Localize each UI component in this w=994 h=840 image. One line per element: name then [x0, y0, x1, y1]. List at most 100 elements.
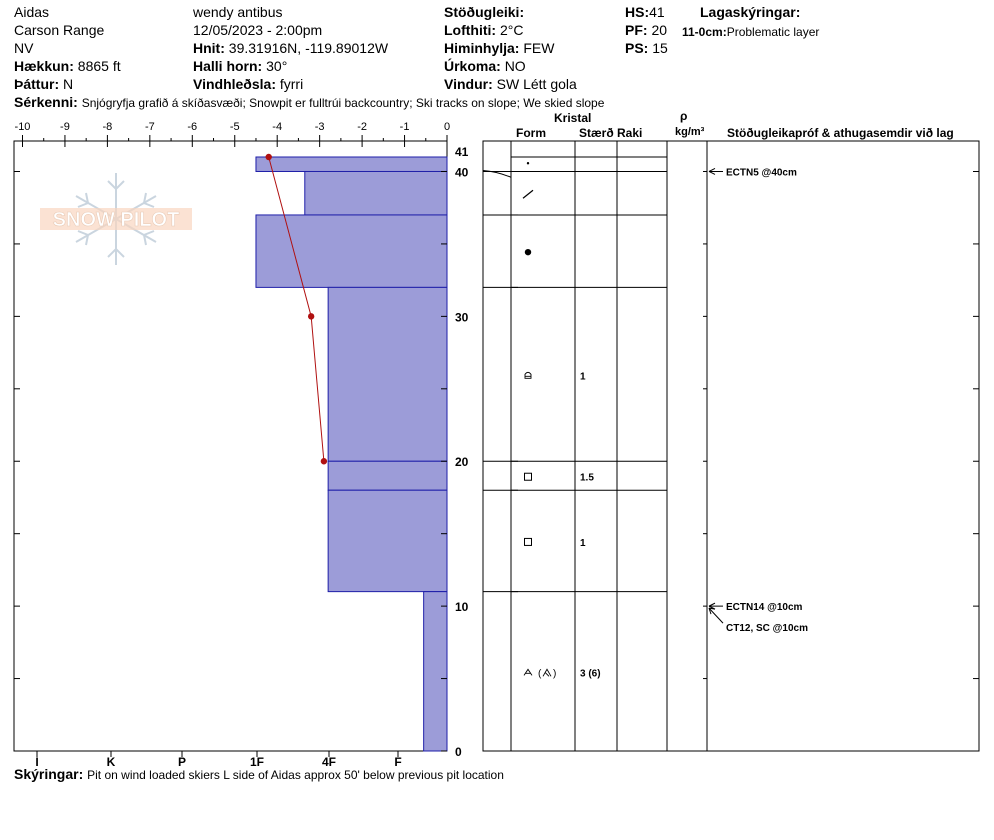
hardness-tick-label: F	[394, 755, 401, 769]
hardness-tick-label: 4F	[322, 755, 336, 769]
ps-row: PS: 15	[625, 40, 668, 56]
coords-row: Hnit: 39.31916N, -119.89012W	[193, 40, 388, 56]
height-tick-label: 41	[455, 145, 469, 159]
stability-row: Stöðugleiki:	[444, 4, 524, 20]
height-tick-label: 40	[455, 165, 469, 179]
snowpilot-logo: SNOW PILOT	[40, 173, 192, 265]
layer-notes-title: Lagaskýringar:	[700, 4, 801, 20]
profile-plot: -10 -9 -8 -7 -6 -5 -4 -3 -2 -1 0I K P 1F 4F F0102030404…	[13, 121, 469, 769]
stability-test-label: ECTN14 @10cm	[726, 602, 803, 613]
aspect-label: Þáttur:	[14, 76, 60, 92]
table-frame	[482, 140, 980, 752]
elevation-label: Hækkun:	[14, 58, 74, 74]
precip-row: Úrkoma: NO	[444, 58, 526, 74]
depth-hoar-icon	[523, 668, 533, 676]
hardness-tick-label: 1F	[250, 755, 264, 769]
temp-tick-label: -6	[187, 121, 197, 133]
paren-close-icon: )	[553, 668, 556, 679]
temperature-point	[307, 313, 315, 320]
ps-label: PS:	[625, 40, 649, 56]
test-arrow-head	[708, 168, 716, 175]
height-tick-label: 10	[455, 600, 469, 614]
hs-label: HS:	[625, 4, 650, 20]
crystal-form-square-icon	[524, 472, 532, 481]
crystal-form-dot-filled-icon	[524, 248, 532, 256]
dot-filled-icon	[524, 248, 532, 256]
temp-tick-label: -7	[145, 121, 155, 133]
join-curve	[482, 169, 512, 178]
pf-value: 20	[651, 22, 668, 38]
crystal-header: Kristal	[554, 111, 592, 125]
hardness-layer-bar	[423, 591, 448, 752]
hardness-layer-bar	[327, 489, 448, 593]
hs-value: 41	[649, 4, 665, 20]
snowpilot-logo-text: SNOW PILOT	[53, 209, 180, 231]
slope-value: 30°	[266, 58, 288, 74]
depth-hoar-secondary-icon	[542, 668, 552, 677]
slope-row: Halli horn: 30°	[193, 58, 287, 74]
hardness-layer-bar	[304, 170, 448, 216]
sky-label: Himinhylja:	[444, 40, 520, 56]
crystal-size-value: 1	[580, 371, 586, 382]
height-tick-label: 30	[455, 310, 469, 324]
crystal-form-rounded-icon	[524, 371, 532, 379]
footer-text: Pit on wind loaded skiers L side of Aida…	[87, 768, 504, 782]
temp-tick-label: -5	[230, 121, 240, 133]
crystal-form-slash-icon	[522, 189, 534, 199]
precip-label: Úrkoma:	[444, 58, 501, 74]
height-tick-label: 0	[455, 745, 462, 759]
temp-tick-label: -4	[272, 121, 282, 133]
features-row: Sérkenni: Snjógryfja grafið á skíðasvæði…	[14, 94, 604, 111]
location-state: NV	[14, 40, 34, 56]
coords-value: 39.31916N, -119.89012W	[228, 40, 389, 56]
temperature-point	[265, 153, 272, 161]
sky-value: FEW	[523, 40, 555, 56]
test-arrow-head	[708, 607, 716, 615]
wind-label: Vindur:	[444, 76, 493, 92]
observer-name: wendy antibus	[193, 4, 283, 20]
pf-label: PF:	[625, 22, 648, 38]
form-header: Form	[516, 126, 546, 140]
crystal-table: 1 1.5 1 () 3 (6) ECTN5 @40cm ECTN14 @10cm CT12,…	[482, 140, 980, 752]
air-temp-label: Lofthiti:	[444, 22, 497, 38]
hs-row: HS:41	[625, 4, 665, 20]
crystal-form-depth-hoar-icon: ()	[523, 668, 556, 679]
layer-note-row: 11-0cm:Problematic layer	[682, 24, 819, 40]
precip-value: NO	[504, 58, 526, 74]
stability-test-label: CT12, SC @10cm	[726, 623, 808, 634]
hardness-layer-bar	[327, 286, 448, 462]
crystal-form-dot-small-icon	[526, 162, 530, 165]
hardness-tick-label: I	[35, 755, 38, 769]
hardness-layer-bar	[255, 156, 448, 172]
air-temp-value: 2°C	[499, 22, 524, 38]
pf-row: PF: 20	[625, 22, 667, 38]
hardness-tick-label: K	[107, 755, 116, 769]
crystal-size-value: 1.5	[580, 473, 594, 484]
dot-small-icon	[526, 162, 530, 165]
observation-datetime: 12/05/2023 - 2:00pm	[193, 22, 323, 38]
temp-tick-label: -9	[60, 121, 70, 133]
test-arrow-line	[708, 607, 724, 624]
aspect-row: Þáttur: N	[14, 76, 73, 92]
location-name: Aidas	[14, 4, 50, 20]
sky-row: Himinhylja: FEW	[444, 40, 554, 56]
temp-tick-label: -1	[400, 121, 410, 133]
rounded-grain-icon	[524, 371, 532, 379]
height-tick-label: 20	[455, 455, 469, 469]
density-unit-header: kg/m³	[675, 126, 705, 138]
slash-icon	[522, 189, 534, 199]
temp-tick-label: -10	[15, 121, 31, 133]
layer-note-depth: 11-0cm:	[682, 25, 727, 39]
footer-label: Skýringar:	[14, 766, 84, 782]
temperature-point	[320, 458, 328, 465]
hardness-layer-bar	[255, 214, 448, 288]
air-temp-row: Lofthiti: 2°C	[444, 22, 523, 38]
wind-value: SW Létt gola	[496, 76, 577, 92]
temp-tick-label: 0	[444, 121, 450, 133]
features-text: Snjógryfja grafið á skíðasvæði; Snowpit …	[81, 96, 605, 110]
aspect-value: N	[63, 76, 74, 92]
stability-test-label: ECTN5 @40cm	[726, 167, 797, 178]
crystal-size-value: 1	[580, 538, 586, 549]
temp-tick-label: -8	[103, 121, 113, 133]
